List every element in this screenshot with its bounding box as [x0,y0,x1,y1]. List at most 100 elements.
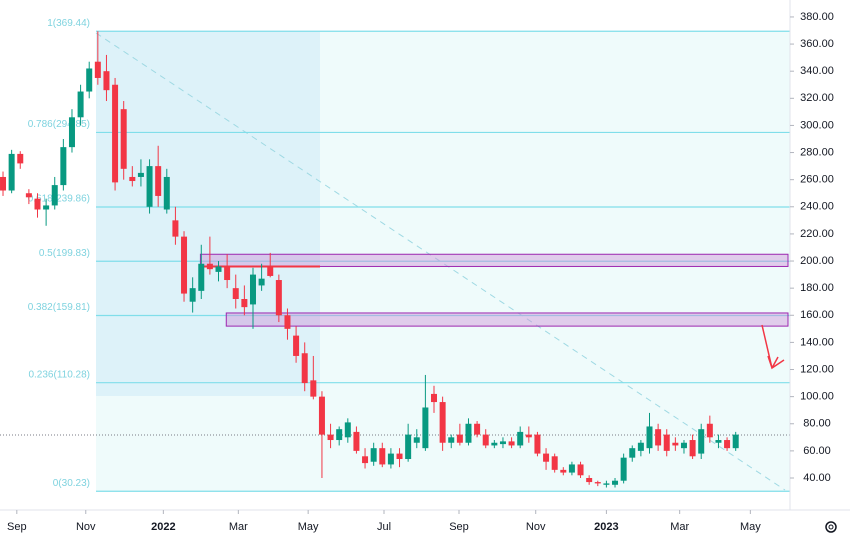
candle-body [77,91,84,118]
candle-body [51,185,58,206]
candle-body [310,380,317,397]
candle-body [612,480,619,485]
gear-hub[interactable] [828,524,834,530]
zone [199,253,789,267]
candle-body [68,117,75,148]
candle-body [25,193,32,198]
candle-body [525,434,532,438]
candle-body [465,423,472,443]
candle-body [551,456,558,470]
candle-body [275,280,282,316]
fib-label: 0.236(110.28) [28,369,90,380]
zone [225,312,789,327]
y-tick-label: 160.00 [800,309,834,321]
x-tick-label: Nov [76,521,96,533]
candle-body [258,278,265,286]
candle-body [560,469,567,473]
candle-body [620,457,627,481]
candle-body [724,440,731,449]
candle-body [232,288,239,300]
y-tick-label: 60.00 [803,445,831,457]
candle-body [17,153,24,164]
x-tick-label: May [298,521,319,533]
candle-body [224,266,231,281]
candle-body [629,448,636,458]
candle-body [405,434,412,460]
y-tick-label: 140.00 [800,336,834,348]
candle-body [474,423,481,435]
candle-body [655,429,662,446]
candle-body [594,482,601,484]
candle-body [112,84,119,183]
y-tick-label: 40.00 [803,472,831,484]
candle-body [637,442,644,451]
candle-body [577,464,584,476]
candle-body [431,393,438,403]
candle-body [86,68,93,92]
candle-body [146,166,153,207]
fib-label: 0.5(199.83) [39,248,90,259]
candle-body [543,453,550,462]
candle-body [215,266,222,272]
trend-line [95,32,786,491]
candle-body [413,437,420,443]
candle-body [508,441,515,446]
candle-body [362,456,369,464]
candle-body [663,434,670,451]
settings-icon[interactable] [825,521,837,533]
candle-body [387,453,394,465]
candle-body [155,166,162,196]
candle-body [482,434,489,446]
candle-body [327,434,334,441]
candle-body [120,109,127,169]
fib-label: 0.786(294.85) [28,119,90,130]
fib-label: 0.618(239.86) [28,194,90,205]
candle-body [181,236,188,294]
fib-label: 0(30.23) [53,478,90,489]
candle-body [8,153,15,191]
candle-body [163,176,170,210]
layer: 1(369.44) 0.786(294.85) 0.618(239.86) 0.5(1… [0,18,790,492]
candle-body [456,434,463,443]
candle-body [439,402,446,443]
x-tick-label: Sep [7,521,27,533]
candle-body [586,477,593,483]
candle-body [396,453,403,460]
candle-body [206,263,213,270]
candle-body [94,61,101,78]
candle-body [129,176,136,182]
y-tick-label: 100.00 [800,391,834,403]
candle-body [336,429,343,441]
candle-body [689,440,696,457]
candle-body [60,147,67,186]
y-tick-label: 380.00 [800,11,834,23]
candle-body [293,335,300,356]
y-tick-label: 80.00 [803,418,831,430]
fib-label: 1(369.44) [47,18,90,29]
candle-body [379,448,386,465]
candle-body [491,442,498,446]
candle-body [189,288,196,302]
candle-body [680,442,687,449]
candle-body [646,426,653,449]
candle-body [43,205,50,210]
y-tick-label: 360.00 [800,38,834,50]
candle-body [249,274,256,305]
candle-body [672,442,679,446]
candle-body [172,220,179,237]
x-tick-label: Sep [449,521,469,533]
gear[interactable] [825,521,837,533]
candle-body [715,440,722,443]
candle-body [267,266,274,276]
range-box [96,31,320,396]
candle-body [517,431,524,446]
candle-body [732,434,739,449]
candle-body [284,315,291,329]
candle-body [534,434,541,454]
candle-body [318,396,325,435]
x-tick-label: May [740,521,761,533]
x-tick-label: Mar [229,521,248,533]
candle-body [448,437,455,443]
y-tick-label: 240.00 [800,201,834,213]
